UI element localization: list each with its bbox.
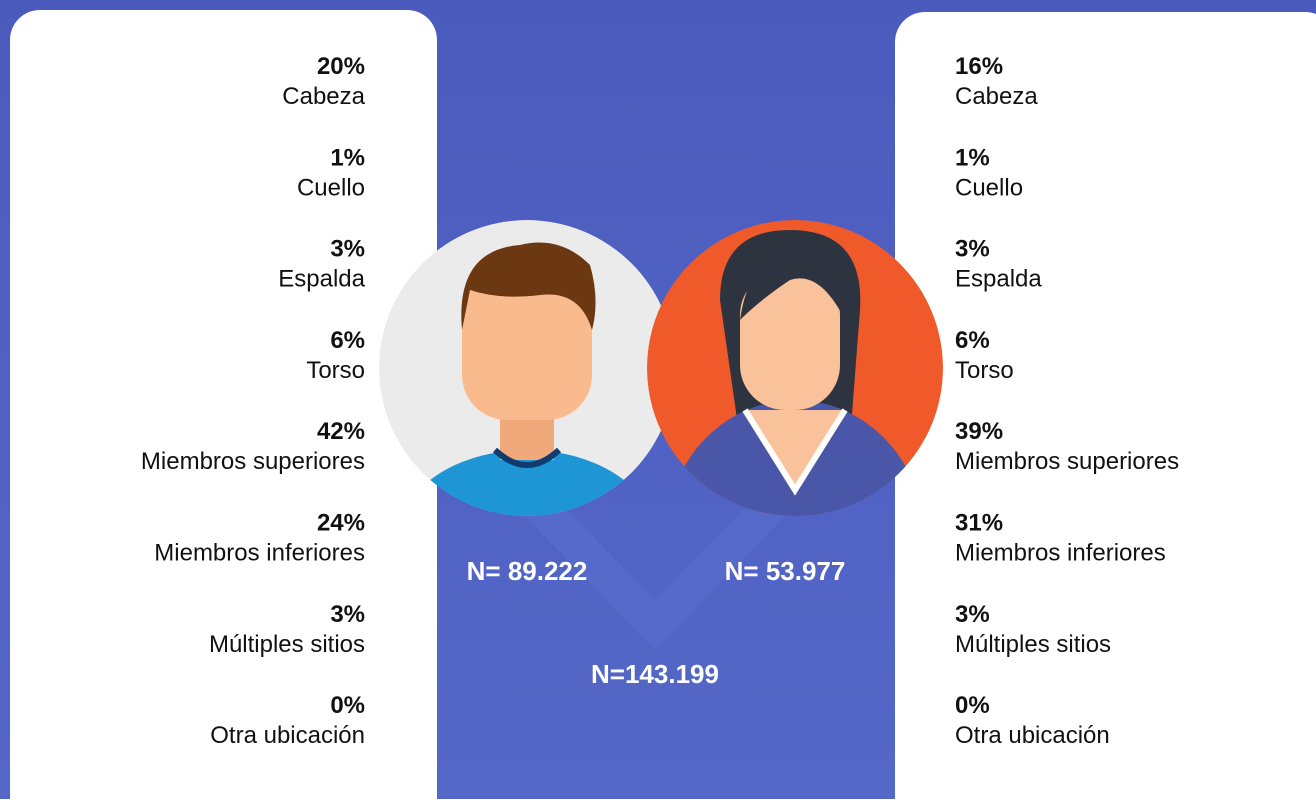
percent: 20% bbox=[317, 53, 365, 80]
left-panel bbox=[10, 10, 437, 804]
percent: 24% bbox=[317, 510, 365, 537]
body-part: Espalda bbox=[955, 266, 1042, 293]
percent: 6% bbox=[955, 327, 990, 354]
female-avatar bbox=[647, 220, 943, 516]
percent: 0% bbox=[330, 692, 365, 719]
body-part: Torso bbox=[306, 357, 365, 384]
female-total: N= 53.977 bbox=[725, 556, 846, 586]
male-avatar bbox=[379, 220, 675, 516]
decor bbox=[480, 420, 830, 650]
body-part: Cabeza bbox=[955, 83, 1038, 110]
percent: 42% bbox=[317, 418, 365, 445]
percent: 1% bbox=[330, 144, 365, 171]
male-total: N= 89.222 bbox=[467, 556, 588, 586]
body-part: Miembros inferiores bbox=[154, 540, 365, 567]
body-part: Miembros superiores bbox=[955, 448, 1179, 475]
body-part: Múltiples sitios bbox=[209, 631, 365, 658]
percent: 16% bbox=[955, 53, 1003, 80]
percent: 3% bbox=[330, 236, 365, 263]
body-part: Miembros inferiores bbox=[955, 540, 1166, 567]
body-part: Torso bbox=[955, 357, 1014, 384]
body-part: Espalda bbox=[278, 266, 365, 293]
percent: 0% bbox=[955, 692, 990, 719]
percent: 1% bbox=[955, 144, 990, 171]
body-part: Miembros superiores bbox=[141, 448, 365, 475]
body-part: Otra ubicación bbox=[955, 722, 1110, 749]
body-part: Cuello bbox=[297, 174, 365, 201]
body-part: Cabeza bbox=[282, 83, 365, 110]
right-panel bbox=[895, 12, 1316, 804]
percent: 6% bbox=[330, 327, 365, 354]
body-part: Cuello bbox=[955, 174, 1023, 201]
percent: 3% bbox=[955, 601, 990, 628]
percent: 31% bbox=[955, 510, 1003, 537]
body-part: Múltiples sitios bbox=[955, 631, 1111, 658]
percent: 3% bbox=[330, 601, 365, 628]
percent: 39% bbox=[955, 418, 1003, 445]
grand-total: N=143.199 bbox=[591, 659, 719, 689]
body-part: Otra ubicación bbox=[210, 722, 365, 749]
percent: 3% bbox=[955, 236, 990, 263]
